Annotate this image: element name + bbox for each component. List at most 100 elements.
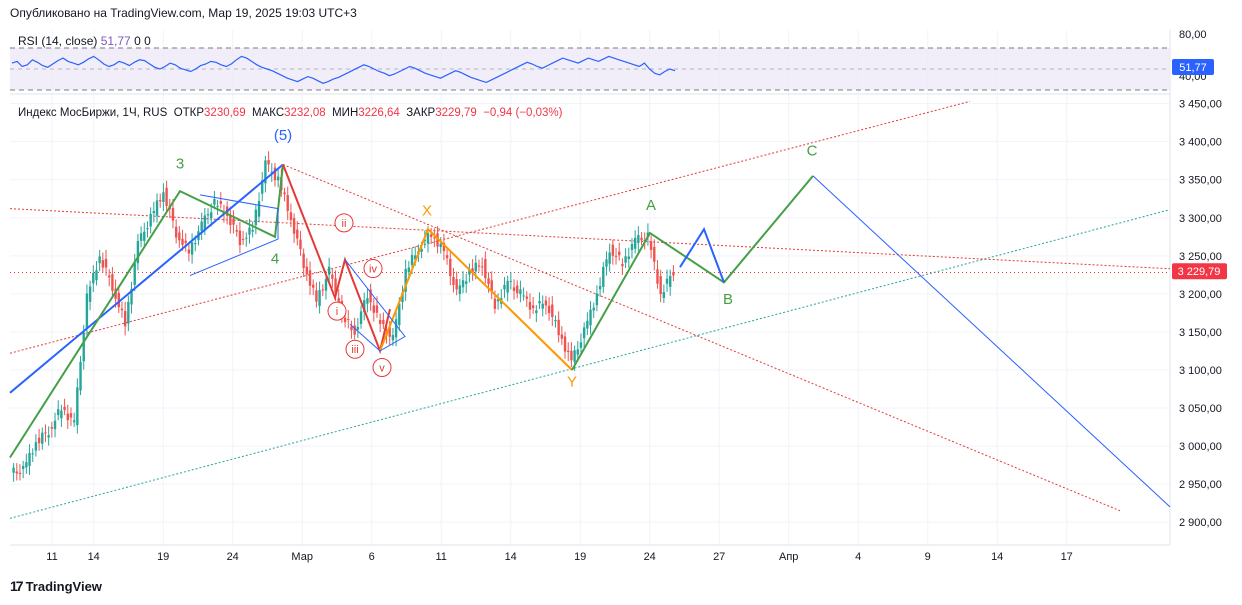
price-candle <box>95 270 98 281</box>
price-candle <box>53 420 57 430</box>
price-candle <box>433 237 436 239</box>
price-candle <box>398 303 401 326</box>
price-candle <box>579 342 583 348</box>
price-candle <box>334 278 337 293</box>
price-candle <box>656 269 659 284</box>
abc-projection-line <box>571 175 814 371</box>
wave-label-11: iv <box>369 264 377 276</box>
price-candle <box>567 350 570 352</box>
price-candle <box>659 276 662 295</box>
price-candle <box>238 230 242 246</box>
price-candle <box>487 278 490 285</box>
price-candle <box>582 327 586 339</box>
price-candle <box>184 240 187 243</box>
price-candle <box>429 234 433 237</box>
price-candle <box>461 280 465 288</box>
price-candle <box>493 298 497 309</box>
price-candle <box>560 334 564 339</box>
price-candle <box>321 289 324 291</box>
price-candle <box>586 320 589 329</box>
price-candle <box>452 276 455 286</box>
price-candle <box>331 274 334 279</box>
price-candle <box>187 249 191 254</box>
y-tick-label: 2 950,00 <box>1179 479 1222 491</box>
price-candle <box>50 427 54 429</box>
price-candle <box>149 213 152 227</box>
price-candle <box>458 285 462 295</box>
price-candle <box>509 280 513 282</box>
price-candle <box>544 300 548 306</box>
wedge-lines <box>189 194 279 277</box>
price-candle <box>37 437 41 444</box>
price-candle <box>178 232 181 241</box>
price-candle <box>98 256 101 264</box>
published-info: Опубликовано на TradingView.com, Мар 19,… <box>10 6 357 20</box>
x-tick-label: 17 <box>1061 551 1073 563</box>
price-candle <box>343 317 347 323</box>
price-candle <box>378 319 382 324</box>
price-candle <box>490 280 493 291</box>
price-candle <box>82 332 85 362</box>
price-candle <box>289 212 293 221</box>
x-tick-label: 19 <box>574 551 586 563</box>
price-candle <box>165 187 168 206</box>
price-candle <box>41 432 44 444</box>
price-candle <box>557 319 560 336</box>
symbol-legend: Индекс МосБиржи, 1Ч, RUS ОТКР3230,69 МАК… <box>18 107 562 119</box>
price-candle <box>190 242 194 255</box>
price-candle <box>111 274 114 291</box>
price-candle <box>522 295 525 297</box>
price-candle <box>34 442 38 451</box>
high-value: 3232,08 <box>284 107 326 119</box>
price-candle <box>439 243 442 247</box>
y-tick-label: 3 250,00 <box>1179 251 1222 263</box>
wave-label-4: X <box>422 202 432 219</box>
rsi-value: 51,77 <box>100 34 131 48</box>
price-candle <box>372 305 375 313</box>
price-candle <box>127 301 130 324</box>
price-candle <box>143 231 146 241</box>
price-candle <box>63 406 66 410</box>
price-candle <box>286 195 289 211</box>
wave-label-circle <box>327 301 347 321</box>
price-candle <box>181 238 184 245</box>
impulse-wave-line <box>9 163 284 394</box>
price-candle <box>516 285 519 294</box>
x-tick-label: Апр <box>779 551 798 563</box>
price-candle <box>108 275 111 278</box>
price-candle <box>57 409 60 416</box>
price-candle <box>471 268 474 272</box>
price-candle <box>382 320 385 325</box>
descending-resistance-line <box>282 164 1121 512</box>
price-candle <box>538 300 541 304</box>
price-candle <box>621 264 624 267</box>
price-candle <box>12 467 15 473</box>
y-tick-label: 3 450,00 <box>1179 99 1222 111</box>
price-candle <box>130 288 133 305</box>
price-candle <box>366 298 369 304</box>
symbol-title: Индекс МосБиржи, 1Ч, RUS <box>18 107 168 119</box>
tradingview-logo-icon: 17 <box>10 578 24 594</box>
price-candle <box>624 256 627 263</box>
price-candle <box>254 209 258 226</box>
price-candle <box>551 304 554 317</box>
price-candle <box>299 239 302 250</box>
price-candle <box>359 311 363 325</box>
price-candle <box>614 255 618 257</box>
price-candle <box>276 176 280 181</box>
price-candle <box>28 452 31 466</box>
price-candle <box>159 200 162 202</box>
price-candle <box>69 413 73 418</box>
tradingview-logo[interactable]: 17 TradingView <box>10 578 102 594</box>
wave-label-3: 4 <box>271 250 279 267</box>
price-candle <box>474 262 477 272</box>
price-candle <box>117 292 120 308</box>
price-candle <box>44 432 47 434</box>
price-candle <box>455 279 458 290</box>
price-candle <box>570 350 573 361</box>
price-candle <box>155 200 159 216</box>
x-tick-label: 14 <box>991 551 1003 563</box>
price-candle <box>563 336 567 352</box>
x-tick-label: 27 <box>713 551 725 563</box>
